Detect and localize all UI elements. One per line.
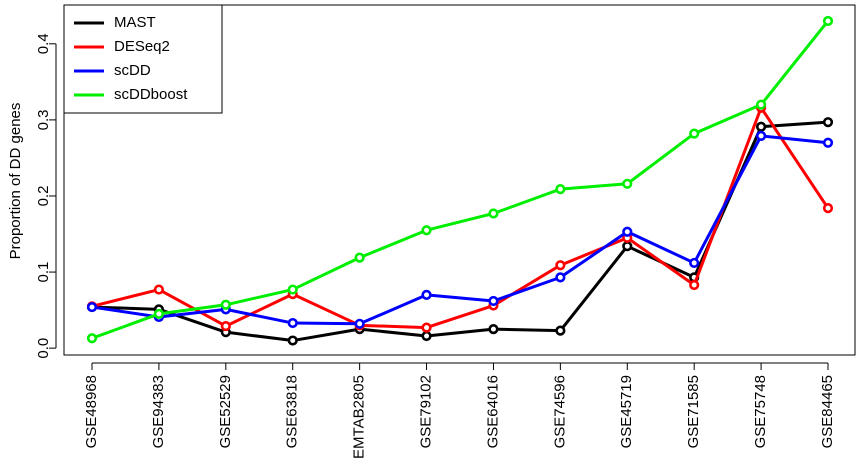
legend-label: DESeq2 [114,38,170,55]
data-point [555,184,566,195]
data-point [822,117,834,128]
y-tick-label: 0.1 [35,262,52,283]
data-point [421,289,432,300]
data-point [421,322,432,333]
data-point [354,318,365,329]
data-point [220,320,231,332]
data-point [622,178,633,189]
x-tick-label: EMTAB2805 [351,375,368,459]
data-point [622,226,633,237]
x-tick-label: GSE79102 [418,375,435,448]
data-point [421,330,432,342]
x-tick-label: GSE71585 [685,375,702,448]
data-point [822,15,834,27]
series-line [91,106,830,330]
data-point [555,260,566,271]
x-tick-label: GSE75748 [752,375,769,448]
data-point [822,203,834,214]
legend-label: MAST [114,14,156,31]
x-tick-label: GSE63818 [284,375,301,448]
data-point [555,272,566,283]
data-point [153,308,165,320]
y-axis-label: Proportion of DD genes [7,103,24,260]
data-point [755,99,767,110]
data-point [689,279,700,291]
data-point [488,208,499,219]
x-tick-label: GSE48968 [83,375,100,448]
legend-label: scDDboost [114,86,188,103]
data-point [755,130,767,141]
data-point [220,299,231,310]
series-line [91,134,829,326]
x-tick-label: GSE74596 [551,375,568,448]
x-tick-label: GSE94383 [150,375,167,448]
y-tick-label: 0.2 [35,186,52,207]
data-point [421,225,432,236]
data-point [689,257,700,269]
data-point [86,301,98,313]
data-point [287,317,298,329]
x-tick-label: GSE64016 [484,375,501,448]
data-point [287,335,298,346]
y-tick-label: 0.3 [35,109,52,130]
y-tick-label: 0.0 [35,338,52,359]
x-tick-label: GSE45719 [618,375,635,448]
data-point [153,284,165,295]
data-point [755,121,767,132]
data-point [622,241,633,252]
x-tick-label: GSE52529 [217,375,234,448]
y-tick-label: 0.4 [35,33,52,54]
data-point [555,325,566,336]
plot-frame [63,4,856,356]
x-tick-label: GSE84465 [819,375,836,448]
data-point [354,252,365,263]
legend-label: scDD [114,62,151,79]
data-point [689,128,700,139]
series-line [91,20,830,340]
data-point [488,324,499,335]
data-point [86,333,98,344]
data-point [287,284,298,295]
data-point [488,295,499,307]
data-point [822,137,834,148]
